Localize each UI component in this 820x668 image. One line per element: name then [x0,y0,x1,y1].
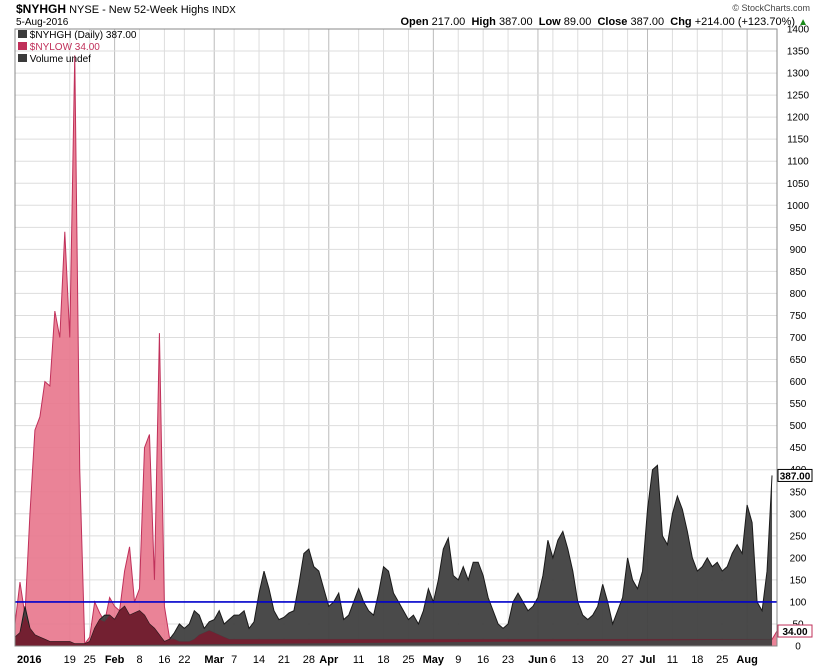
y-tick-label: 150 [790,575,807,586]
x-tick-label: 28 [303,654,315,666]
y-tick-label: 1400 [787,25,810,36]
chart-date: 5-Aug-2016 [16,17,69,28]
x-tick-label: 25 [84,654,96,666]
x-tick-label: 14 [253,654,265,666]
y-tick-label: 550 [790,399,807,410]
nyhgh-area [15,465,773,646]
y-tick-label: 1050 [787,179,810,190]
x-tick-label: 25 [716,654,728,666]
x-axis-labels: 2016 19 25 Feb 8 16 22 Mar 7 14 21 28 Apr 11 18 25 May 9 1… [17,654,758,666]
last-value-tags: 387.00 34.00 [777,468,813,638]
exchange-name: INDX [211,5,236,16]
y-tick-label: 1250 [787,91,810,102]
ohlc-close: Close 387.00 [597,16,665,28]
y-tick-label: 1350 [787,47,810,58]
y-tick-label: 800 [790,289,807,300]
x-tick-label: 21 [278,654,290,666]
y-tick-label: 500 [790,421,807,432]
ohlc-bar: Open 217.00 High 387.00 Low 89.00 Close … [400,16,808,28]
y-tick-label: 750 [790,311,807,322]
y-tick-label: 100 [790,597,807,608]
x-tick-label: 20 [597,654,609,666]
x-tick-label: 27 [621,654,633,666]
x-tick-label: 23 [502,654,514,666]
header-left: $NYHGH NYSE - New 52-Week Highs INDX [16,2,236,16]
y-tick-label: 950 [790,223,807,234]
x-tick-label: 6 [550,654,556,666]
area-swatch-icon [18,30,27,38]
x-tick-label: Jun [528,654,548,666]
x-tick-label: Feb [105,654,125,666]
y-tick-label: 1100 [787,157,809,168]
ohlc-low: Low 89.00 [538,16,592,28]
nylow-last-value-tag-text: 34.00 [782,627,807,638]
series-areas [14,55,778,646]
legend-item-nylow: $NYLOW 34.00 [18,42,137,54]
x-tick-label: Jul [640,654,656,666]
y-tick-label: 0 [795,642,801,653]
bar-swatch-icon [18,54,27,62]
legend-item-nyhgh: $NYHGH (Daily) 387.00 [18,30,137,42]
x-tick-label: 22 [178,654,190,666]
x-tick-label: Aug [736,654,757,666]
x-tick-label: 8 [136,654,142,666]
x-tick-label: 7 [231,654,237,666]
x-tick-label: 2016 [17,654,41,666]
y-tick-label: 250 [790,531,807,542]
x-tick-label: 18 [377,654,389,666]
y-tick-label: 1200 [787,113,810,124]
nylow-last-value-tag-box [777,624,813,638]
x-tick-label: 16 [477,654,489,666]
legend-item-volume: Volume undef [18,54,137,66]
y-tick-label: 200 [790,553,807,564]
y-tick-label: 1300 [787,69,810,80]
x-tick-label: 13 [572,654,584,666]
y-tick-label: 900 [790,245,807,256]
y-tick-label: 350 [790,487,807,498]
y-tick-label: 850 [790,267,807,278]
x-tick-label: 19 [64,654,76,666]
ohlc-open: Open 217.00 [400,16,466,28]
y-tick-label: 1150 [787,135,809,146]
y-axis-labels: 0501001502002503003504004505005506006507… [787,25,810,653]
y-tick-label: 450 [790,443,807,454]
symbol-name: $NYHGH [16,2,67,16]
nyhgh-last-value-tag-text: 387.00 [780,471,811,482]
plot-frame [14,28,778,647]
watermark: © StockCharts.com [732,3,810,13]
ohlc-change: Chg +214.00 (+123.70%) ▲ [670,16,808,28]
overlap-area [15,606,773,646]
x-tick-label: 11 [353,654,364,666]
y-tick-label: 600 [790,377,807,388]
up-arrow-icon: ▲ [798,17,808,28]
x-tick-label: Mar [204,654,224,666]
nyhgh-last-value-tag-box [777,468,813,482]
x-tick-label: 9 [455,654,461,666]
area-swatch-icon [18,42,27,50]
x-tick-label: May [423,654,445,666]
y-tick-label: 300 [790,509,807,520]
x-tick-label: 16 [158,654,170,666]
y-tick-label: 700 [790,333,807,344]
symbol-description: NYSE - New 52-Week Highs [69,4,209,16]
legend: $NYHGH (Daily) 387.00 $NYLOW 34.00 Volum… [18,30,137,66]
y-tick-label: 650 [790,355,807,366]
y-tick-label: 1000 [787,201,810,212]
ohlc-high: High 387.00 [471,16,533,28]
x-tick-label: 11 [667,654,678,666]
x-tick-label: 18 [691,654,703,666]
x-tick-label: Apr [319,654,339,666]
x-tick-label: 25 [402,654,414,666]
